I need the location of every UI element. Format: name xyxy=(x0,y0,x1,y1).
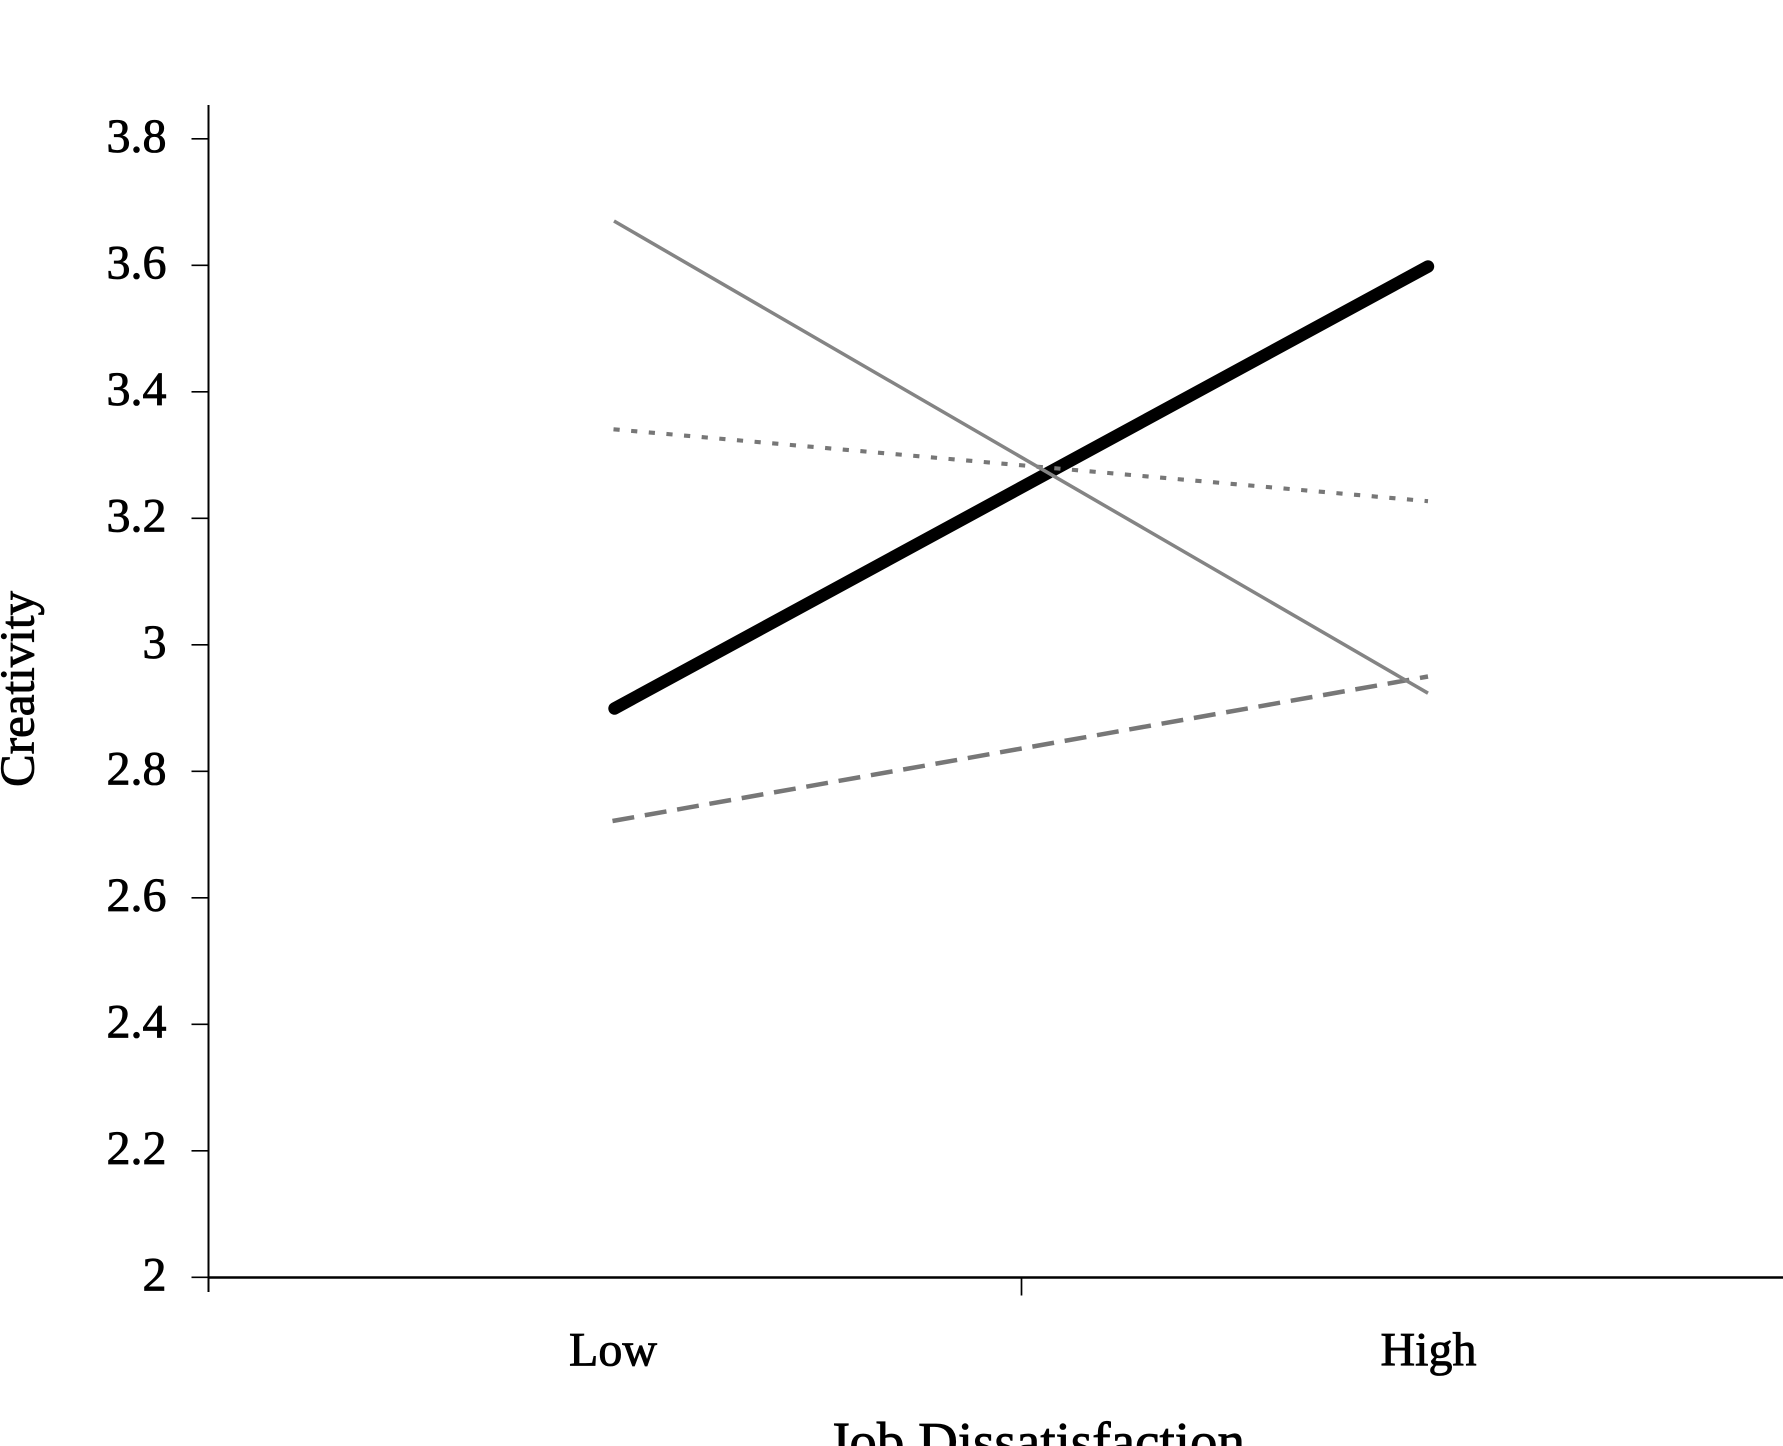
svg-text:2: 2 xyxy=(143,1248,167,1301)
svg-text:3.4: 3.4 xyxy=(107,363,167,416)
svg-text:Low: Low xyxy=(569,1324,657,1377)
svg-text:3: 3 xyxy=(143,616,167,669)
svg-text:Creativity: Creativity xyxy=(0,591,45,787)
svg-text:3.8: 3.8 xyxy=(107,110,167,163)
svg-text:3.6: 3.6 xyxy=(107,236,167,289)
svg-text:2.4: 2.4 xyxy=(107,995,167,1048)
svg-text:2.6: 2.6 xyxy=(107,869,167,922)
svg-text:Job Dissatisfaction: Job Dissatisfaction xyxy=(828,1411,1245,1446)
svg-text:2.2: 2.2 xyxy=(107,1122,167,1175)
svg-text:2.8: 2.8 xyxy=(107,742,167,795)
svg-text:High: High xyxy=(1381,1324,1477,1377)
svg-text:3.2: 3.2 xyxy=(107,489,167,542)
